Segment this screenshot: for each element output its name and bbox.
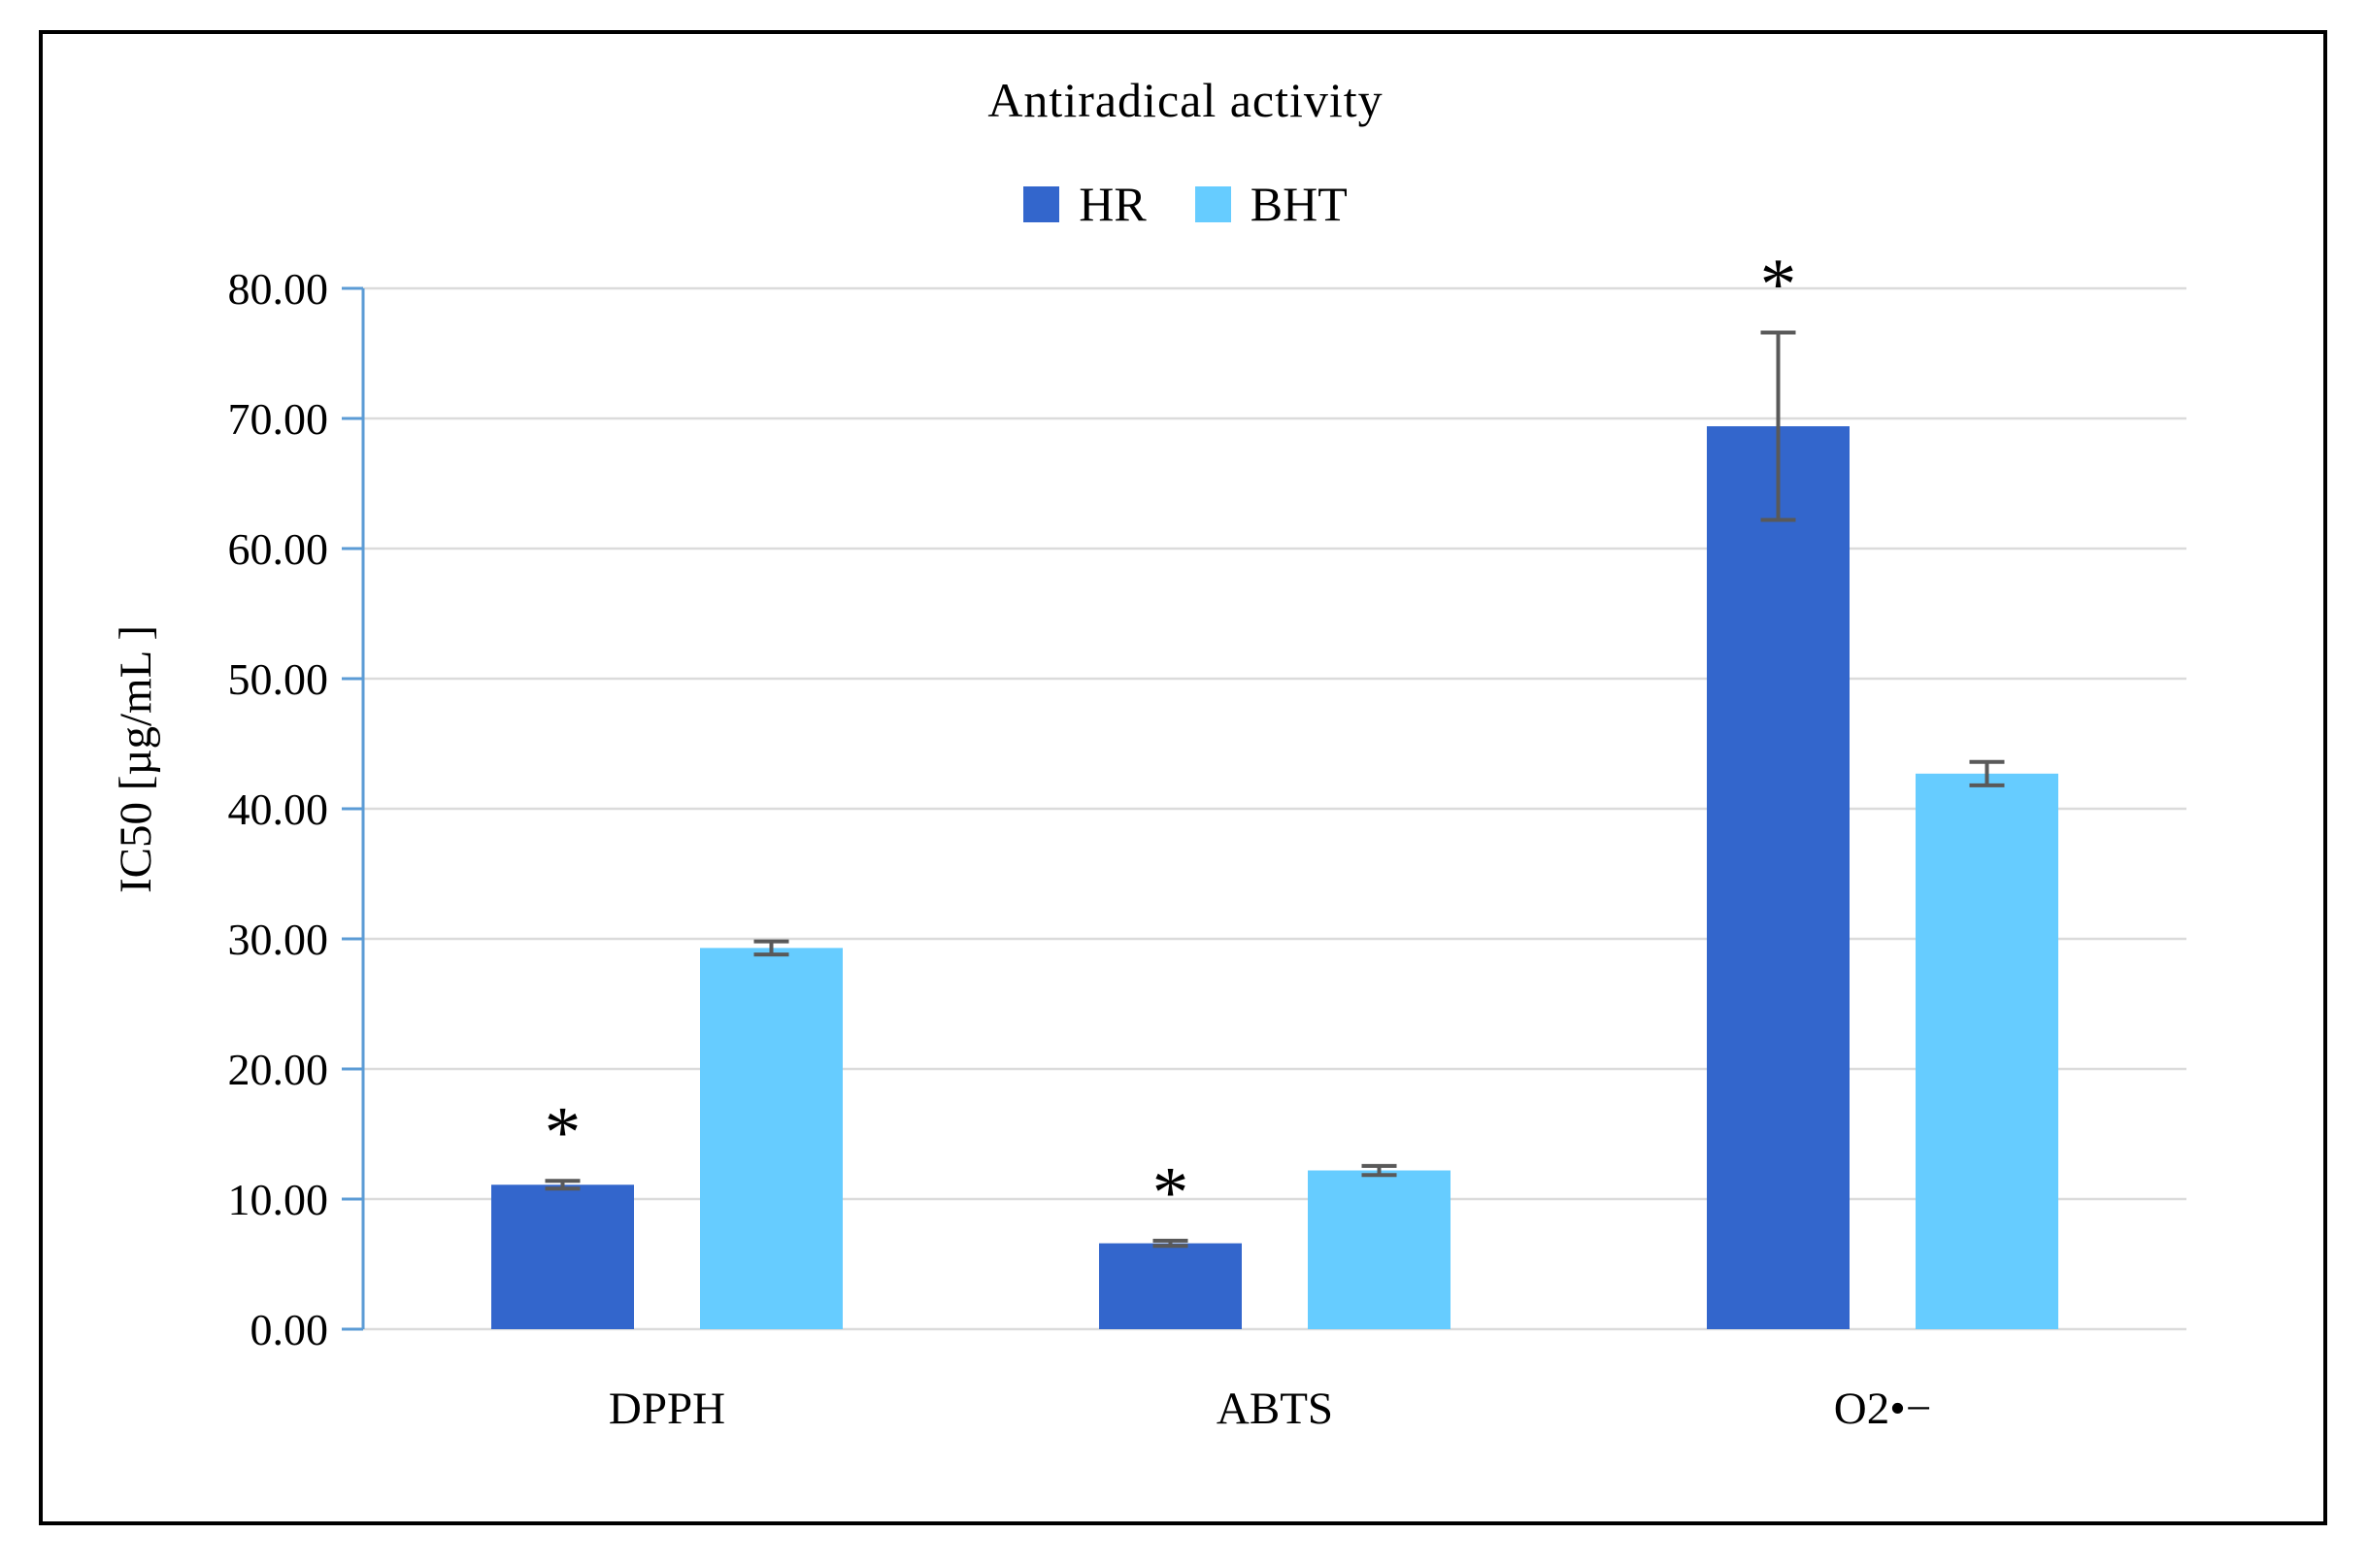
bar-BHT-O2•−: [1916, 773, 2058, 1329]
error-bar-HR-DPPH: [545, 1179, 581, 1191]
hr-series-swatch-icon: [1023, 185, 1060, 222]
error-bar-BHT-DPPH: [753, 939, 789, 957]
y-tick-label: 70.00: [228, 394, 329, 444]
error-bar-BHT-ABTS: [1361, 1163, 1397, 1178]
bar-HR-ABTS: [1099, 1243, 1242, 1329]
chart-title: Antiradical activity: [987, 73, 1384, 127]
bht-series-swatch-icon: [1194, 185, 1231, 222]
legend-label-bht: BHT: [1250, 177, 1348, 231]
legend-item-hr: HR: [1023, 176, 1147, 232]
y-tick-label: 50.00: [228, 654, 329, 704]
category-label-ABTS: ABTS: [1217, 1384, 1333, 1434]
error-bar-HR-O2•−: [1760, 330, 1796, 522]
y-tick-label: 40.00: [228, 784, 329, 834]
y-tick-label: 10.00: [228, 1175, 329, 1224]
significance-asterisk-DPPH: *: [545, 1092, 582, 1173]
significance-asterisk-O2•−: *: [1760, 245, 1797, 325]
bar-HR-DPPH: [491, 1184, 634, 1329]
bar-BHT-ABTS: [1308, 1170, 1451, 1329]
bar-HR-O2•−: [1707, 426, 1850, 1329]
chart-legend: HR BHT: [41, 176, 2330, 232]
legend-label-hr: HR: [1079, 177, 1147, 231]
y-tick-label: 80.00: [228, 264, 329, 314]
category-label-O2•−: O2•−: [1834, 1384, 1931, 1434]
y-tick-label: 20.00: [228, 1045, 329, 1094]
error-bar-HR-ABTS: [1152, 1238, 1188, 1249]
significance-asterisk-ABTS: *: [1152, 1152, 1189, 1233]
bar-BHT-DPPH: [700, 948, 843, 1329]
error-bar-BHT-O2•−: [1969, 759, 2005, 787]
y-tick-label: 0.00: [250, 1305, 329, 1354]
legend-item-bht: BHT: [1194, 176, 1348, 232]
y-tick-label: 60.00: [228, 524, 329, 574]
category-label-DPPH: DPPH: [609, 1384, 725, 1434]
y-tick-label: 30.00: [228, 915, 329, 964]
